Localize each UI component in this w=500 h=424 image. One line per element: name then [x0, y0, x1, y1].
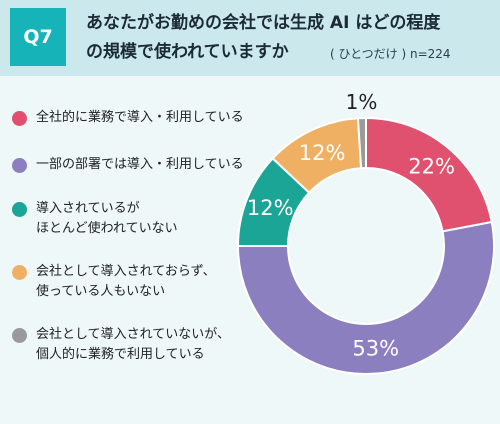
question-title-line-1: あなたがお勤めの会社では生成 AI はどの程度 — [86, 13, 441, 33]
legend-swatch — [12, 202, 27, 217]
legend-item: 会社として導入されていないが、 個人的に業務で利用している — [12, 325, 230, 365]
legend-item: 一部の部署では導入・利用している — [12, 155, 244, 175]
question-number-badge: Q7 — [10, 8, 66, 66]
legend-label: 会社として導入されておらず、 使っている人もいない — [36, 264, 216, 299]
legend-swatch — [12, 265, 27, 280]
question-title: あなたがお勤めの会社では生成 AI はどの程度 の規模で使われていますか — [86, 9, 440, 67]
legend-item: 導入されているが ほとんど使われていない — [12, 199, 178, 239]
legend-label: 導入されているが ほとんど使われていない — [36, 201, 178, 236]
legend-swatch — [12, 111, 27, 126]
legend-label: 会社として導入されていないが、 個人的に業務で利用している — [36, 327, 230, 362]
question-header: Q7 あなたがお勤めの会社では生成 AI はどの程度 の規模で使われていますか … — [0, 0, 500, 76]
legend-item: 全社的に業務で導入・利用している — [12, 108, 244, 128]
legend-label: 全社的に業務で導入・利用している — [36, 110, 244, 125]
slice-value-label: 1% — [346, 90, 378, 114]
question-title-line-2: の規模で使われていますか — [86, 42, 289, 62]
legend-label: 一部の部署では導入・利用している — [36, 157, 244, 172]
slice-value-label: 12% — [247, 196, 294, 220]
legend-item: 会社として導入されておらず、 使っている人もいない — [12, 262, 216, 302]
legend-swatch — [12, 328, 27, 343]
slice-value-label: 12% — [299, 141, 346, 165]
slice-value-label: 22% — [408, 155, 455, 179]
donut-slice — [356, 116, 367, 170]
legend-swatch — [12, 158, 27, 173]
donut-slice — [236, 220, 495, 375]
answer-note: ( ひとつだけ ) n=224 — [330, 47, 451, 61]
slice-value-label: 53% — [352, 337, 399, 361]
